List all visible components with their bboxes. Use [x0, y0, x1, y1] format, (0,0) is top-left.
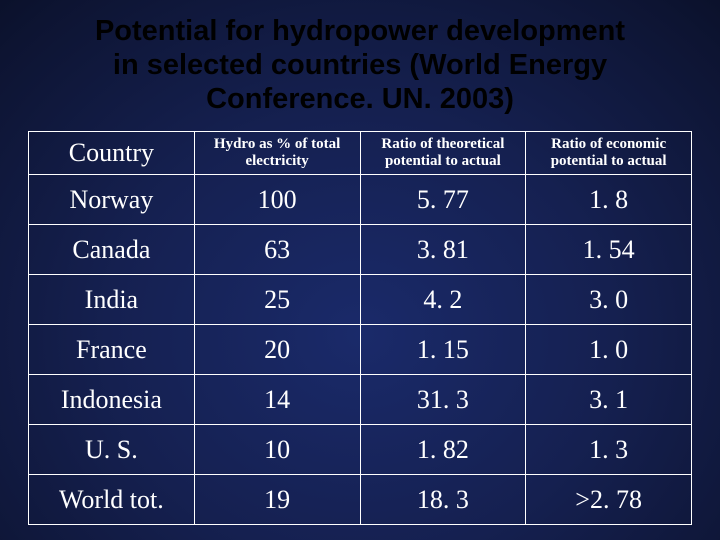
cell-country: World tot. [29, 475, 195, 525]
hydropower-table: Country Hydro as % of total electricity … [28, 131, 692, 526]
cell-hydro-pct: 14 [194, 375, 360, 425]
cell-hydro-pct: 63 [194, 225, 360, 275]
table-row: India 25 4. 2 3. 0 [29, 275, 692, 325]
cell-hydro-pct: 25 [194, 275, 360, 325]
cell-theoretical: 1. 82 [360, 425, 526, 475]
table-row: Norway 100 5. 77 1. 8 [29, 175, 692, 225]
cell-country: Canada [29, 225, 195, 275]
cell-economic: 1. 3 [526, 425, 692, 475]
cell-theoretical: 5. 77 [360, 175, 526, 225]
cell-country: U. S. [29, 425, 195, 475]
table-row: Indonesia 14 31. 3 3. 1 [29, 375, 692, 425]
slide: Potential for hydropower development in … [0, 0, 720, 540]
cell-theoretical: 3. 81 [360, 225, 526, 275]
cell-country: Indonesia [29, 375, 195, 425]
cell-country: Norway [29, 175, 195, 225]
table-row: World tot. 19 18. 3 >2. 78 [29, 475, 692, 525]
cell-hydro-pct: 19 [194, 475, 360, 525]
cell-theoretical: 18. 3 [360, 475, 526, 525]
table-row: France 20 1. 15 1. 0 [29, 325, 692, 375]
cell-economic: 1. 8 [526, 175, 692, 225]
cell-economic: 1. 0 [526, 325, 692, 375]
cell-economic: >2. 78 [526, 475, 692, 525]
title-line-1: Potential for hydropower development [95, 15, 625, 47]
table-body: Norway 100 5. 77 1. 8 Canada 63 3. 81 1.… [29, 175, 692, 525]
table-header-row: Country Hydro as % of total electricity … [29, 131, 692, 175]
cell-hydro-pct: 20 [194, 325, 360, 375]
header-hydro-pct: Hydro as % of total electricity [194, 131, 360, 175]
title-line-3: Conference. UN. 2003) [206, 83, 514, 115]
slide-title: Potential for hydropower development in … [28, 14, 692, 117]
cell-hydro-pct: 10 [194, 425, 360, 475]
header-economic: Ratio of economic potential to actual [526, 131, 692, 175]
title-line-2: in selected countries (World Energy [113, 49, 607, 81]
cell-economic: 1. 54 [526, 225, 692, 275]
cell-economic: 3. 1 [526, 375, 692, 425]
cell-theoretical: 4. 2 [360, 275, 526, 325]
table-row: Canada 63 3. 81 1. 54 [29, 225, 692, 275]
cell-country: France [29, 325, 195, 375]
cell-theoretical: 1. 15 [360, 325, 526, 375]
cell-theoretical: 31. 3 [360, 375, 526, 425]
cell-economic: 3. 0 [526, 275, 692, 325]
cell-country: India [29, 275, 195, 325]
cell-hydro-pct: 100 [194, 175, 360, 225]
header-country: Country [29, 131, 195, 175]
table-row: U. S. 10 1. 82 1. 3 [29, 425, 692, 475]
header-theoretical: Ratio of theoretical potential to actual [360, 131, 526, 175]
